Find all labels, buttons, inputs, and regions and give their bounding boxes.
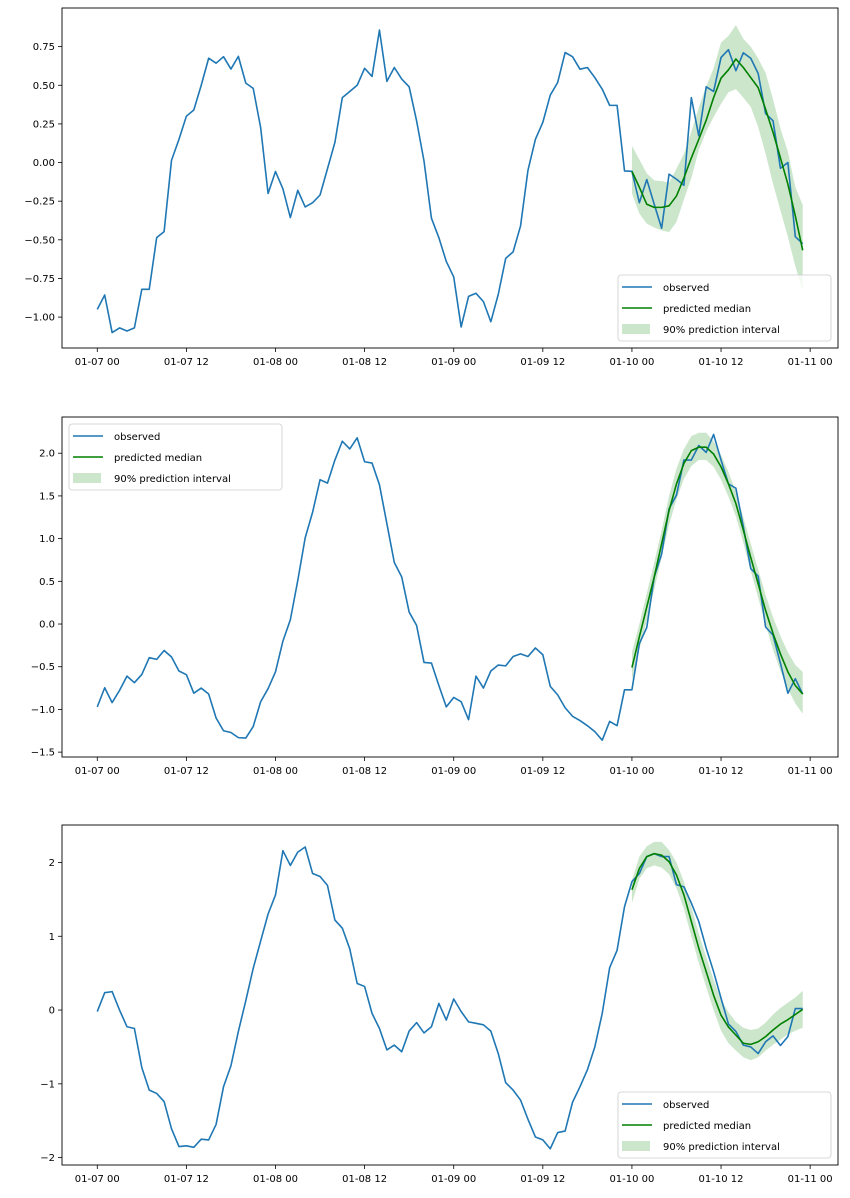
observed-series-line — [96, 846, 803, 1150]
legend-frame — [617, 274, 832, 342]
x-tick-label: 01-11 00 — [788, 766, 833, 777]
x-tick-label: 01-08 00 — [253, 357, 298, 368]
legend-median-label: predicted median — [114, 453, 202, 464]
y-tick-label: 0.25 — [33, 119, 55, 130]
y-tick-label: 0.5 — [39, 577, 55, 588]
legend-median-label: predicted median — [663, 304, 751, 315]
y-tick-label: 2.0 — [39, 449, 55, 460]
x-tick-label: 01-07 12 — [164, 357, 209, 368]
y-tick-label: −0.5 — [31, 662, 55, 673]
y-tick-label: 0.0 — [39, 620, 55, 631]
legend-observed-label: observed — [114, 432, 160, 443]
legend-interval-label: 90% prediction interval — [114, 474, 231, 485]
y-tick-label: −2 — [40, 1153, 55, 1164]
y-tick-label: −0.50 — [24, 235, 55, 246]
legend: observed predicted median 90% prediction i… — [617, 1091, 832, 1159]
x-tick-label: 01-07 00 — [75, 766, 120, 777]
x-tick-label: 01-11 00 — [788, 1174, 833, 1185]
axes-frame — [61, 7, 839, 349]
predicted-median-line — [631, 58, 804, 251]
y-tick-label: −0.75 — [24, 274, 55, 285]
axes-frame — [61, 824, 839, 1166]
y-tick-label: 1.0 — [39, 534, 55, 545]
y-tick-label: −1.0 — [31, 705, 55, 716]
y-tick-label: 1.5 — [39, 491, 55, 502]
x-tick-label: 01-10 00 — [609, 357, 654, 368]
legend-frame — [68, 423, 283, 491]
x-tick-label: 01-08 12 — [342, 766, 387, 777]
prediction-interval-band — [631, 841, 803, 1061]
x-tick-label: 01-09 00 — [431, 766, 476, 777]
x-tick-label: 01-08 12 — [342, 1174, 387, 1185]
y-tick-label: −1.5 — [31, 748, 55, 759]
x-tick-label: 01-10 12 — [699, 766, 744, 777]
legend-median-label: predicted median — [663, 1121, 751, 1132]
observed-series-line — [96, 29, 804, 334]
subplot-3: 01-07 00 01-07 12 01-08 00 01-08 12 01-09 00… — [40, 824, 839, 1185]
subplot-2: 01-07 00 01-07 12 01-08 00 01-08 12 01-09 00… — [31, 416, 839, 777]
x-tick-label: 01-08 00 — [253, 766, 298, 777]
y-tick-label: 0 — [49, 1006, 55, 1017]
x-tick-label: 01-07 12 — [164, 766, 209, 777]
x-tick-label: 01-09 12 — [520, 766, 565, 777]
y-tick-label: 0.00 — [33, 158, 55, 169]
legend-interval-label: 90% prediction interval — [663, 325, 780, 336]
legend-interval-swatch — [622, 324, 650, 334]
x-tick-label: 01-10 12 — [699, 357, 744, 368]
x-tick-label: 01-11 00 — [788, 357, 833, 368]
x-tick-label: 01-10 00 — [609, 1174, 654, 1185]
x-tick-label: 01-07 00 — [75, 357, 120, 368]
x-tick-label: 01-09 00 — [431, 357, 476, 368]
legend-observed-label: observed — [663, 1100, 709, 1111]
axes-frame — [61, 416, 839, 758]
y-tick-label: −1 — [40, 1079, 55, 1090]
x-tick-label: 01-09 12 — [520, 1174, 565, 1185]
legend-frame — [617, 1091, 832, 1159]
predicted-median-line — [631, 446, 804, 695]
x-tick-label: 01-07 00 — [75, 1174, 120, 1185]
legend-interval-swatch — [622, 1141, 650, 1151]
x-tick-label: 01-08 12 — [342, 357, 387, 368]
y-tick-label: −1.00 — [24, 313, 55, 324]
legend-interval-swatch — [73, 473, 101, 483]
legend: observed predicted median 90% prediction i… — [617, 274, 832, 342]
y-tick-label: −0.25 — [24, 197, 55, 208]
x-tick-label: 01-09 00 — [431, 1174, 476, 1185]
prediction-interval-band — [631, 25, 803, 291]
x-tick-label: 01-09 12 — [520, 357, 565, 368]
x-tick-label: 01-10 12 — [699, 1174, 744, 1185]
y-tick-label: 0.50 — [33, 81, 55, 92]
x-tick-label: 01-10 00 — [609, 766, 654, 777]
x-tick-label: 01-08 00 — [253, 1174, 298, 1185]
x-tick-label: 01-07 12 — [164, 1174, 209, 1185]
legend-interval-label: 90% prediction interval — [663, 1142, 780, 1153]
prediction-interval-band — [631, 432, 803, 714]
legend: observed predicted median 90% prediction i… — [68, 423, 283, 491]
legend-observed-label: observed — [663, 283, 709, 294]
y-tick-label: 0.75 — [33, 42, 55, 53]
predicted-median-line — [631, 852, 804, 1046]
y-tick-label: 2 — [49, 858, 55, 869]
subplot-1: 01-07 00 01-07 12 01-08 00 01-08 12 01-09 00… — [24, 7, 839, 368]
y-tick-label: 1 — [49, 932, 55, 943]
